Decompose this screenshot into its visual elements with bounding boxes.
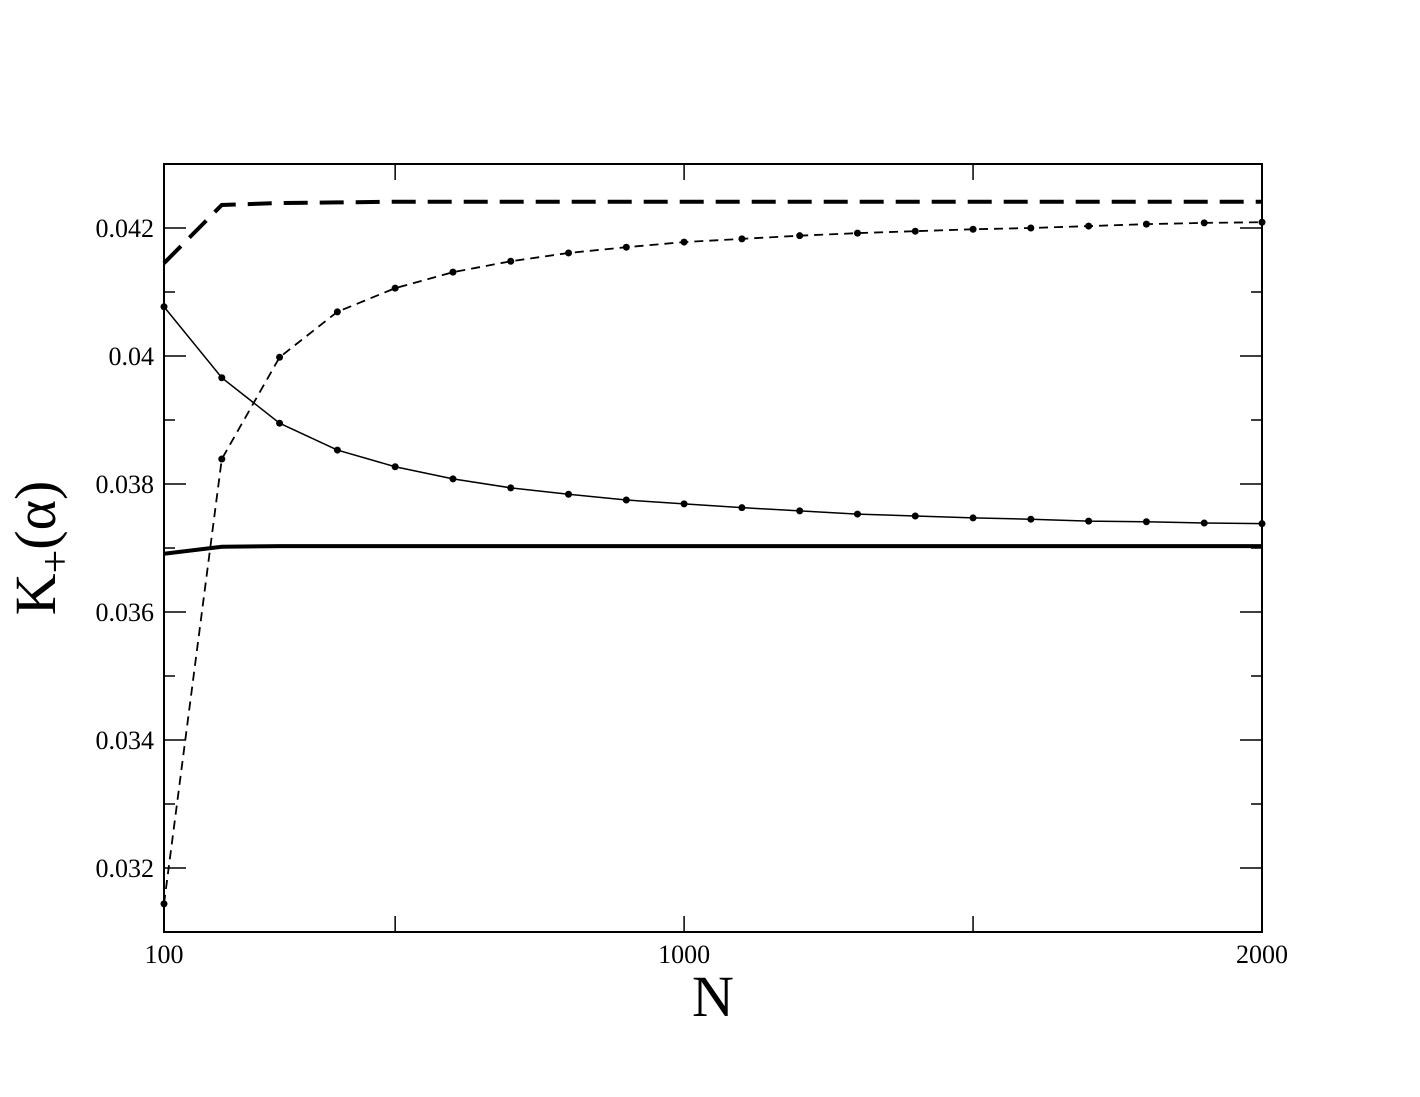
point — [853, 229, 861, 237]
point — [911, 512, 919, 520]
point — [565, 490, 573, 498]
point — [391, 463, 399, 471]
point — [969, 514, 977, 522]
y-tick-label: 0.042 — [96, 214, 155, 243]
point — [333, 446, 341, 454]
point — [738, 504, 746, 512]
series-line — [162, 199, 1262, 265]
point — [160, 303, 168, 311]
point — [1142, 518, 1150, 526]
point — [796, 507, 804, 515]
point — [507, 484, 515, 492]
y-tick-label: 0.032 — [96, 854, 155, 883]
point — [969, 225, 977, 233]
point — [276, 419, 284, 427]
y-label-sub: + — [33, 550, 79, 574]
point — [218, 374, 226, 382]
point — [218, 455, 226, 463]
point — [391, 284, 399, 292]
y-label-rest: (α) — [3, 481, 68, 550]
point — [1085, 222, 1093, 230]
point — [1258, 218, 1266, 226]
y-label-base: K — [3, 573, 68, 615]
y-tick-label: 0.036 — [96, 598, 155, 627]
point — [738, 235, 746, 243]
point — [507, 257, 515, 265]
series-line — [163, 544, 1262, 556]
point — [911, 227, 919, 235]
point — [680, 238, 688, 246]
y-tick-label: 0.034 — [96, 726, 155, 755]
point — [853, 510, 861, 518]
point — [1027, 515, 1035, 523]
point — [449, 475, 457, 483]
series-line — [163, 221, 1263, 904]
point — [1200, 219, 1208, 227]
point — [565, 249, 573, 257]
point — [1200, 519, 1208, 527]
series-line — [163, 306, 1263, 525]
y-axis-label: K+(α) — [3, 481, 79, 616]
point — [622, 496, 630, 504]
x-axis-label: N — [692, 964, 734, 1029]
point — [333, 308, 341, 316]
point — [1142, 220, 1150, 228]
point — [796, 232, 804, 240]
point — [276, 353, 284, 361]
point — [1085, 517, 1093, 525]
point — [449, 268, 457, 276]
x-tick-label: 2000 — [1236, 940, 1288, 969]
point — [1027, 224, 1035, 232]
point — [680, 500, 688, 508]
point — [1258, 520, 1266, 528]
x-tick-label: 100 — [145, 940, 184, 969]
x-tick-label: 1000 — [658, 940, 710, 969]
point — [622, 243, 630, 251]
point — [160, 900, 168, 908]
y-tick-label: 0.04 — [109, 342, 155, 371]
y-tick-label: 0.038 — [96, 470, 155, 499]
